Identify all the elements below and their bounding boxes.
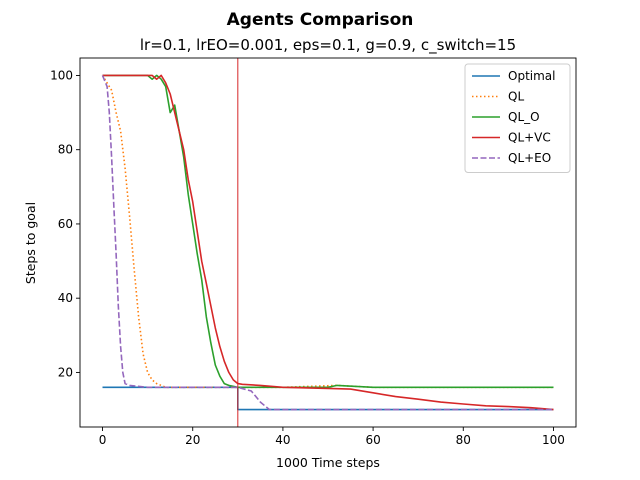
x-axis-label: 1000 Time steps — [276, 455, 380, 470]
legend-label: QL+EO — [508, 151, 551, 165]
y-tick-label: 100 — [50, 68, 73, 82]
legend-label: QL_O — [508, 110, 540, 124]
series-line-ql-eo — [101, 75, 554, 411]
y-tick-label: 60 — [58, 217, 73, 231]
x-tick-label: 20 — [185, 433, 200, 447]
plot-area: 0 20 40 60 80 100 20 40 60 80 100 — [50, 57, 577, 447]
y-tick-label: 80 — [58, 143, 73, 157]
x-tick-label: 60 — [365, 433, 380, 447]
y-axis-label: Steps to goal — [23, 202, 38, 284]
y-tick-label: 40 — [58, 291, 73, 305]
legend-label: QL — [508, 90, 524, 104]
x-tick-label: 100 — [542, 433, 565, 447]
chart-title: Agents Comparison — [227, 10, 414, 30]
legend-label: QL+VC — [508, 131, 551, 145]
series-line-ql-vc — [102, 74, 554, 411]
chart-subtitle: lr=0.1, lrEO=0.001, eps=0.1, g=0.9, c_sw… — [140, 36, 516, 55]
legend-box — [464, 63, 571, 173]
axes-frame — [79, 57, 577, 428]
x-tick-label: 0 — [99, 433, 107, 447]
legend-label: Optimal — [508, 69, 555, 83]
y-tick-label: 20 — [58, 365, 73, 379]
x-tick-label: 80 — [456, 433, 471, 447]
series-line-ql — [101, 74, 554, 389]
series-line-ql-o — [102, 74, 554, 389]
legend: Optimal QL QL_O QL+VC QL+EO — [464, 63, 571, 173]
x-tick-label: 40 — [275, 433, 290, 447]
